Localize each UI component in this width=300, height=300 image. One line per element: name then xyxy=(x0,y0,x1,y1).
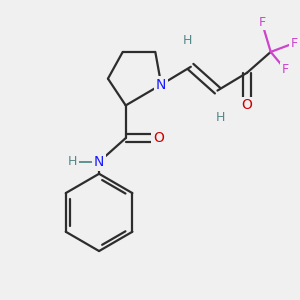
Text: H: H xyxy=(68,155,77,168)
Text: O: O xyxy=(153,131,164,145)
Text: H: H xyxy=(183,34,193,46)
Text: F: F xyxy=(258,16,266,29)
Text: O: O xyxy=(242,98,253,112)
Text: N: N xyxy=(156,78,166,92)
Text: H: H xyxy=(216,111,225,124)
Text: N: N xyxy=(94,155,104,169)
Text: F: F xyxy=(291,37,298,50)
Text: F: F xyxy=(282,63,289,76)
